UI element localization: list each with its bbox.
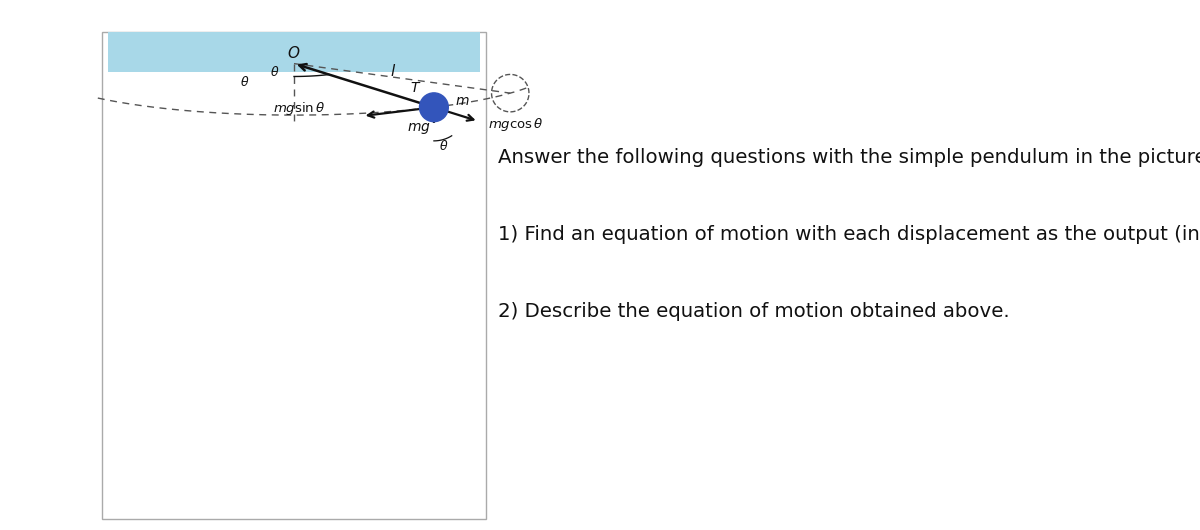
Text: $l$: $l$ xyxy=(390,63,396,79)
Ellipse shape xyxy=(420,93,449,122)
Text: $O$: $O$ xyxy=(287,45,301,61)
Text: $T$: $T$ xyxy=(410,81,421,95)
Text: $\theta$: $\theta$ xyxy=(439,139,449,153)
Text: $mg\cos\theta$: $mg\cos\theta$ xyxy=(488,116,544,132)
Text: $m$: $m$ xyxy=(456,94,470,108)
Text: Answer the following questions with the simple pendulum in the picture.: Answer the following questions with the … xyxy=(498,148,1200,167)
Text: 2) Describe the equation of motion obtained above.: 2) Describe the equation of motion obtai… xyxy=(498,302,1009,321)
Text: $\theta$: $\theta$ xyxy=(240,75,250,89)
Text: $\theta$: $\theta$ xyxy=(270,66,280,80)
FancyBboxPatch shape xyxy=(108,32,480,72)
Text: $mg\sin\theta$: $mg\sin\theta$ xyxy=(272,100,325,117)
Text: 1) Find an equation of motion with each displacement as the output (including ex: 1) Find an equation of motion with each … xyxy=(498,225,1200,244)
Text: $mg$: $mg$ xyxy=(408,121,431,136)
FancyBboxPatch shape xyxy=(102,32,486,519)
